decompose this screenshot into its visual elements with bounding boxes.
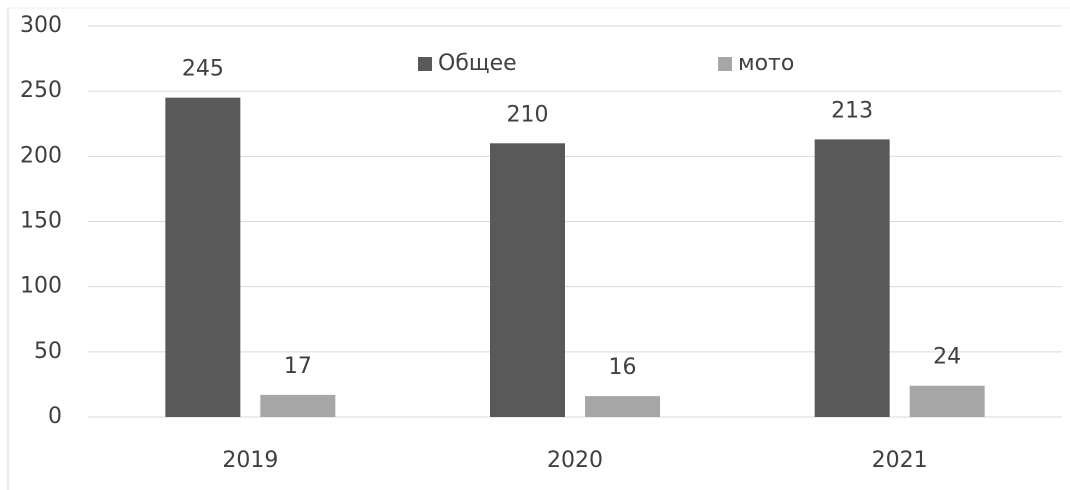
data-label: 245 [182, 57, 224, 82]
x-tick-label: 2021 [872, 448, 928, 473]
bar [165, 97, 241, 417]
y-tick-label: 50 [34, 339, 62, 364]
legend-swatch [418, 57, 432, 71]
data-label: 213 [831, 98, 873, 123]
legend-label: Общее [438, 51, 517, 76]
bar [585, 396, 660, 417]
y-tick-label: 0 [48, 404, 62, 429]
bar [260, 394, 336, 417]
bar [909, 385, 985, 417]
legend-label: мото [738, 51, 794, 76]
x-tick-label: 2020 [547, 448, 603, 473]
data-label: 210 [507, 102, 549, 127]
data-label: 16 [609, 355, 637, 380]
y-tick-label: 300 [20, 13, 62, 38]
data-label: 24 [933, 345, 961, 370]
legend-swatch [718, 57, 732, 71]
x-tick-label: 2019 [222, 448, 278, 473]
data-label: 17 [284, 354, 312, 379]
bar [814, 139, 890, 417]
bar [490, 143, 565, 418]
y-tick-label: 200 [20, 143, 62, 168]
y-tick-label: 150 [20, 209, 62, 234]
y-tick-label: 100 [20, 274, 62, 299]
y-tick-label: 250 [20, 78, 62, 103]
